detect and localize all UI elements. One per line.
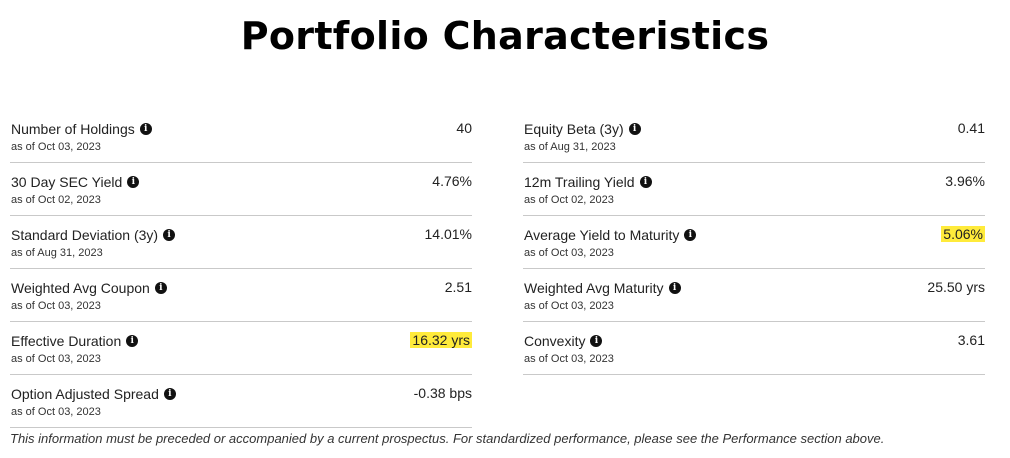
stat-label: 12m Trailing Yield: [524, 174, 635, 190]
stat-value: 25.50 yrs: [927, 279, 985, 295]
stat-asof: as of Oct 03, 2023: [11, 406, 101, 418]
stat-value: 3.61: [957, 332, 985, 348]
info-icon[interactable]: i: [127, 176, 140, 188]
stat-row-standard-deviation: Standard Deviation (3y) i as of Aug 31, 2…: [10, 216, 472, 269]
stat-value: 2.51: [444, 279, 472, 295]
info-icon[interactable]: i: [163, 229, 176, 241]
info-icon[interactable]: i: [139, 123, 152, 135]
stat-label: Convexity: [524, 333, 586, 349]
stat-asof: as of Oct 03, 2023: [11, 353, 101, 365]
info-icon[interactable]: i: [628, 123, 641, 135]
info-icon[interactable]: i: [126, 335, 139, 347]
stat-label: Option Adjusted Spread: [11, 386, 159, 402]
stat-row-number-of-holdings: Number of Holdings i as of Oct 03, 2023 4…: [10, 110, 472, 163]
page-title: Portfolio Characteristics: [240, 14, 770, 58]
stat-asof: as of Oct 03, 2023: [11, 141, 101, 153]
stat-value: -0.38 bps: [413, 385, 472, 401]
info-icon[interactable]: i: [684, 229, 697, 241]
stat-value: 4.76%: [432, 173, 472, 189]
info-icon[interactable]: i: [639, 176, 652, 188]
stat-row-equity-beta: Equity Beta (3y) i as of Aug 31, 2023 0.4…: [523, 110, 985, 163]
stat-value: 0.41: [957, 120, 985, 136]
stat-label: Weighted Avg Maturity: [524, 280, 664, 296]
info-icon[interactable]: i: [154, 282, 167, 294]
stat-asof: as of Oct 03, 2023: [524, 247, 614, 259]
stat-label: Equity Beta (3y): [524, 121, 624, 137]
stat-asof: as of Oct 03, 2023: [11, 300, 101, 312]
stat-row-effective-duration: Effective Duration i as of Oct 03, 2023 1…: [10, 322, 472, 375]
info-icon[interactable]: i: [590, 335, 603, 347]
stat-value: 3.96%: [945, 173, 985, 189]
stat-row-average-yield-to-maturity: Average Yield to Maturity i as of Oct 03,…: [523, 216, 985, 269]
characteristics-left-column: Number of Holdings i as of Oct 03, 2023 4…: [10, 110, 472, 428]
prospectus-footnote: This information must be preceded or acc…: [10, 431, 885, 446]
stat-asof: as of Oct 03, 2023: [524, 353, 614, 365]
stat-asof: as of Aug 31, 2023: [11, 247, 103, 259]
stat-label: Number of Holdings: [11, 121, 135, 137]
stat-value-highlighted: 5.06%: [941, 226, 985, 242]
stat-label: Average Yield to Maturity: [524, 227, 680, 243]
info-icon[interactable]: i: [163, 388, 176, 400]
stat-asof: as of Oct 02, 2023: [524, 194, 614, 206]
stat-asof: as of Oct 03, 2023: [524, 300, 614, 312]
stat-value: 40: [456, 120, 472, 136]
stat-row-weighted-avg-maturity: Weighted Avg Maturity i as of Oct 03, 202…: [523, 269, 985, 322]
stat-asof: as of Aug 31, 2023: [524, 141, 616, 153]
stat-asof: as of Oct 02, 2023: [11, 194, 101, 206]
stat-label: 30 Day SEC Yield: [11, 174, 123, 190]
stat-row-30-day-sec-yield: 30 Day SEC Yield i as of Oct 02, 2023 4.7…: [10, 163, 472, 216]
stat-row-12m-trailing-yield: 12m Trailing Yield i as of Oct 02, 2023 3…: [523, 163, 985, 216]
stat-row-convexity: Convexity i as of Oct 03, 2023 3.61: [523, 322, 985, 375]
characteristics-right-column: Equity Beta (3y) i as of Aug 31, 2023 0.4…: [523, 110, 985, 375]
stat-row-weighted-avg-coupon: Weighted Avg Coupon i as of Oct 03, 2023 …: [10, 269, 472, 322]
stat-row-option-adjusted-spread: Option Adjusted Spread i as of Oct 03, 20…: [10, 375, 472, 428]
stat-value: 14.01%: [424, 226, 472, 242]
stat-label: Effective Duration: [11, 333, 122, 349]
stat-label: Standard Deviation (3y): [11, 227, 159, 243]
stat-label: Weighted Avg Coupon: [11, 280, 150, 296]
stat-value-highlighted: 16.32 yrs: [410, 332, 472, 348]
info-icon[interactable]: i: [668, 282, 681, 294]
